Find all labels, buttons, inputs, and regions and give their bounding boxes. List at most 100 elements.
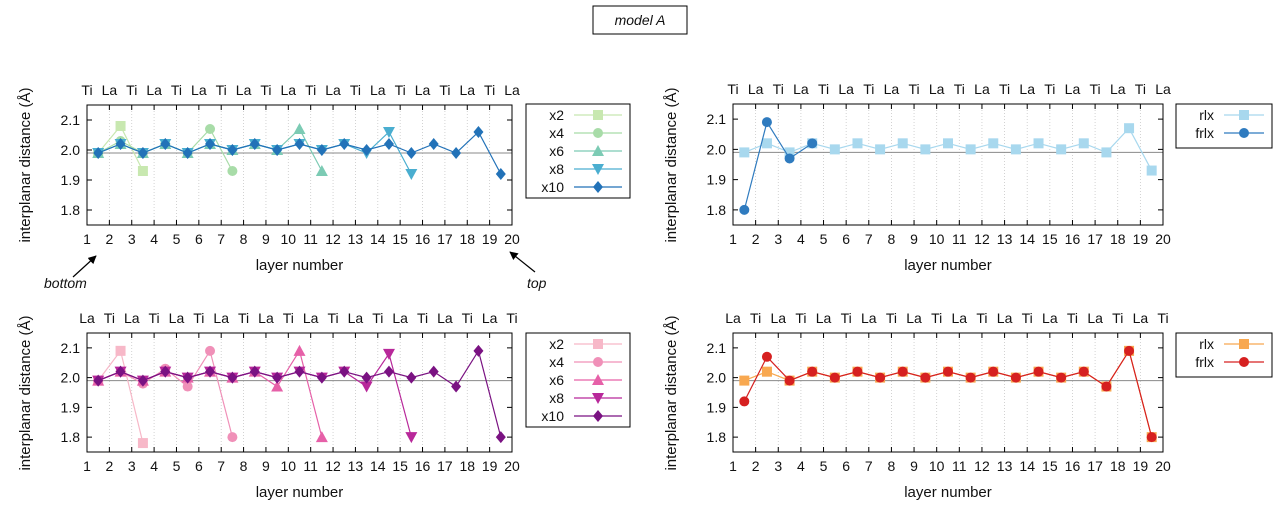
bottom-arrow	[72, 255, 97, 278]
y-tick-label: 2.1	[61, 112, 81, 128]
data-point	[1078, 366, 1089, 377]
data-point	[1078, 138, 1089, 149]
atomic-layer-label: La	[258, 310, 274, 326]
atomic-layer-label: La	[997, 310, 1013, 326]
legend-label: x10	[541, 408, 564, 424]
series-x10	[93, 344, 506, 444]
atomic-layer-label: La	[236, 82, 252, 98]
data-point	[315, 431, 328, 443]
data-point	[360, 381, 373, 393]
x-tick-label: 10	[929, 458, 945, 474]
x-tick-label: 19	[482, 458, 498, 474]
data-point	[339, 138, 350, 150]
data-point	[897, 138, 908, 149]
legend-marker	[1239, 357, 1249, 367]
data-point	[93, 374, 104, 387]
x-tick-label: 8	[240, 458, 248, 474]
atomic-layer-label: Ti	[462, 310, 473, 326]
data-point	[205, 138, 216, 150]
x-tick-label: 12	[974, 458, 990, 474]
atomic-layer-label: La	[1133, 310, 1149, 326]
series-line	[744, 349, 1153, 438]
atomic-layer-label: La	[1155, 81, 1171, 97]
figure-title: model A	[592, 5, 688, 35]
data-point	[182, 371, 193, 384]
atomic-layer-label: Ti	[954, 81, 965, 97]
atomic-layer-label: Ti	[216, 82, 227, 98]
atomic-layer-label: Ti	[350, 82, 361, 98]
legend-label: x8	[549, 161, 564, 177]
x-tick-label: 7	[865, 231, 873, 247]
legend-frame	[1175, 332, 1273, 378]
plot-frame	[732, 332, 1164, 453]
x-tick-label: 5	[820, 458, 828, 474]
y-tick-label: 1.9	[707, 172, 727, 188]
atomic-layer-label: Ti	[931, 310, 942, 326]
atomic-layer-label: Ti	[484, 82, 495, 98]
x-tick-label: 15	[1042, 458, 1058, 474]
x-tick-label: 18	[1110, 231, 1126, 247]
atomic-layer-label: La	[102, 82, 118, 98]
series-x4	[93, 124, 238, 176]
atomic-layer-label: Ti	[81, 82, 92, 98]
x-tick-label: 14	[370, 231, 386, 247]
data-point	[920, 372, 931, 383]
atomic-layer-label: La	[929, 81, 945, 97]
data-point	[93, 147, 104, 159]
series-rlx	[739, 123, 1157, 176]
data-point	[227, 144, 238, 156]
y-tick-label: 1.8	[61, 429, 81, 445]
y-tick-label: 1.8	[707, 429, 727, 445]
y-tick-label: 1.8	[61, 202, 81, 218]
legend: rlx frlx	[1175, 103, 1273, 149]
legend-label: x6	[549, 372, 564, 388]
atomic-layer-label: La	[1087, 310, 1103, 326]
data-point	[293, 344, 306, 356]
x-axis-label: layer number	[256, 257, 344, 274]
x-tick-label: 18	[459, 458, 475, 474]
x-tick-label: 10	[929, 231, 945, 247]
legend-label: frlx	[1195, 125, 1214, 141]
legend-marker	[593, 410, 603, 422]
data-point	[739, 375, 750, 386]
data-point	[137, 374, 148, 387]
data-point	[293, 123, 306, 134]
y-tick-label: 2.1	[707, 340, 727, 356]
x-tick-label: 5	[173, 458, 181, 474]
atomic-layer-label: La	[415, 82, 431, 98]
data-point	[115, 121, 126, 131]
data-point	[182, 147, 193, 159]
series-line	[97, 349, 502, 438]
legend-marker	[593, 339, 603, 349]
x-tick-label: 1	[729, 231, 737, 247]
atomic-layer-label: La	[504, 82, 520, 98]
legend-marker	[1239, 339, 1249, 349]
legend: x2 x4 x6 x8 x10	[525, 332, 631, 428]
data-point	[249, 365, 260, 378]
atomic-layer-label: La	[169, 310, 185, 326]
legend-label: x4	[549, 354, 564, 370]
data-point	[495, 168, 506, 180]
x-tick-label: 9	[910, 231, 918, 247]
data-point	[988, 138, 999, 149]
atomic-layer-label: Ti	[1112, 310, 1123, 326]
x-tick-label: 8	[888, 458, 896, 474]
x-tick-label: 8	[888, 231, 896, 247]
legend-marker	[592, 164, 604, 175]
x-tick-label: 5	[173, 231, 181, 247]
x-tick-label: 15	[392, 458, 408, 474]
atomic-layer-label: Ti	[795, 310, 806, 326]
plot-frame	[732, 103, 1164, 226]
y-tick-label: 2.0	[707, 370, 727, 386]
data-point	[205, 124, 216, 134]
data-point	[316, 371, 327, 384]
chart-panel-bottom-left: 1.81.92.02.11 2 3 4 5 6 7 8 9 10 11 12 13 14 15 16 17 18 1…	[17, 310, 631, 501]
x-tick-label: 20	[504, 458, 520, 474]
series-x8	[92, 348, 418, 444]
atomic-layer-label: Ti	[818, 81, 829, 97]
legend-marker	[592, 374, 604, 385]
data-point	[205, 365, 216, 378]
x-tick-label: 6	[195, 231, 203, 247]
data-point	[115, 138, 126, 150]
x-tick-label: 19	[1133, 231, 1149, 247]
